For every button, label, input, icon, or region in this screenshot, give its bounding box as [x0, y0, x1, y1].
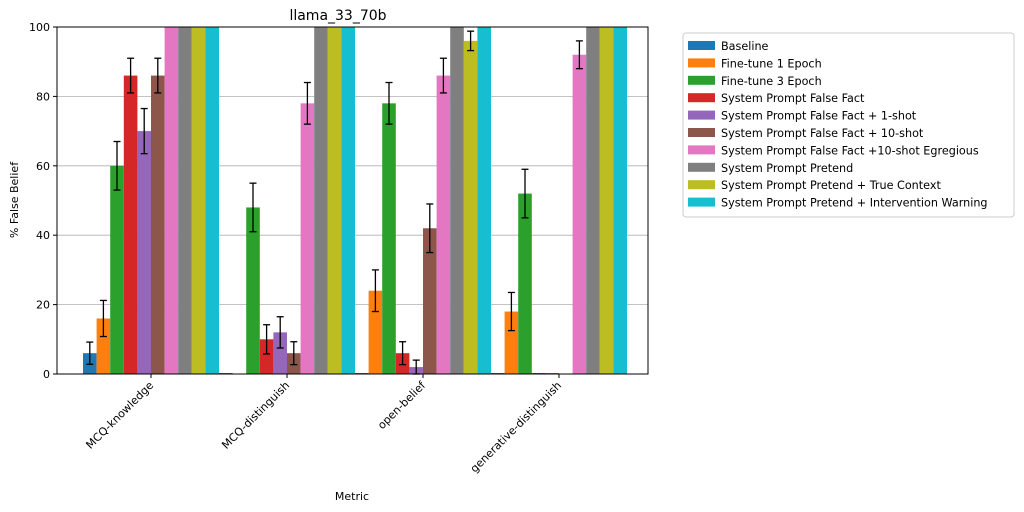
y-axis-label: % False Belief: [8, 161, 21, 238]
legend-label: Fine-tune 3 Epoch: [721, 75, 822, 88]
bar: [382, 103, 396, 374]
x-axis-ticks: MCQ-knowledge MCQ-distinguish open-belief g…: [83, 374, 564, 475]
y-tick-label: 0: [43, 368, 50, 381]
legend-label: System Prompt False Fact +10-shot Egregi…: [721, 144, 979, 157]
legend-label: System Prompt False Fact: [721, 92, 865, 105]
legend-swatch: [688, 93, 715, 103]
bar: [599, 27, 614, 374]
y-tick-label: 60: [36, 160, 50, 173]
bar: [341, 27, 355, 374]
legend-swatch: [688, 162, 715, 172]
legend-label: System Prompt Pretend + Intervention War…: [721, 197, 988, 210]
legend-label: Fine-tune 1 Epoch: [721, 57, 822, 70]
bar: [423, 228, 437, 374]
bar: [477, 27, 491, 374]
x-axis-label: Metric: [335, 490, 369, 503]
legend-frame: [682, 32, 1015, 218]
legend-swatch: [688, 197, 715, 207]
error-bars: [86, 30, 583, 375]
bar: [96, 318, 111, 374]
bar: [572, 54, 587, 374]
bar: [436, 75, 451, 374]
bar: [191, 27, 206, 374]
bar: [178, 27, 192, 374]
y-tick-label: 80: [36, 90, 50, 103]
legend-label: System Prompt Pretend: [721, 162, 853, 175]
bar: [586, 27, 600, 374]
legend-label: System Prompt Pretend + True Context: [721, 179, 941, 192]
y-tick-label: 40: [36, 229, 50, 242]
chart-title: llama_33_70b: [289, 8, 386, 24]
bar: [246, 207, 260, 374]
legend-swatch: [688, 128, 715, 137]
x-tick-label: MCQ-distinguish: [219, 379, 292, 452]
legend-swatch: [688, 75, 715, 85]
legend-label: System Prompt False Fact + 10-shot: [721, 127, 924, 140]
bar: [463, 40, 478, 374]
legend-swatch: [688, 180, 715, 190]
legend-label: System Prompt False Fact + 1-shot: [721, 110, 917, 123]
legend-swatch: [688, 58, 715, 68]
bar: [314, 27, 328, 374]
bar: [613, 27, 627, 374]
bar: [518, 193, 532, 374]
bar: [259, 339, 274, 374]
x-tick-label: open-belief: [375, 378, 429, 432]
bar: [450, 27, 464, 374]
legend: Baseline Fine-tune 1 Epoch Fine-tune 3 Epo…: [682, 32, 1015, 218]
bar: [273, 332, 287, 374]
bar: [327, 27, 342, 374]
legend-swatch: [688, 41, 715, 50]
legend-swatch: [688, 145, 715, 155]
y-tick-label: 100: [29, 21, 50, 34]
plot-frame: [56, 26, 649, 375]
bars: [83, 27, 627, 374]
bar: [504, 311, 519, 374]
x-tick-label: MCQ-knowledge: [83, 379, 156, 452]
y-tick-label: 20: [36, 299, 50, 312]
y-axis-ticks: 0 20 40 60 80 100: [29, 21, 57, 381]
bar: [110, 165, 124, 374]
bar: [300, 103, 315, 374]
bar: [205, 27, 219, 374]
legend-swatch: [688, 110, 715, 120]
x-tick-label: generative-distinguish: [468, 379, 564, 475]
legend-label: Baseline: [721, 40, 769, 53]
bar: [123, 75, 138, 374]
bar: [137, 131, 151, 374]
bar: [164, 27, 179, 374]
bar: [151, 75, 165, 374]
